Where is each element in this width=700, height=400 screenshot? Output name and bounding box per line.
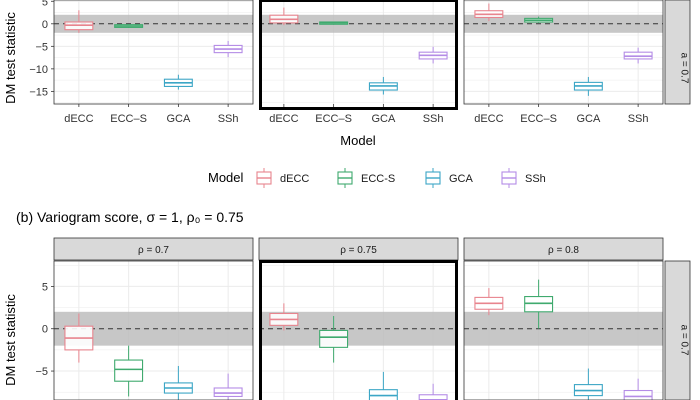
panel-strip (463, 237, 664, 261)
box (213, 387, 243, 398)
section-a-ylabel: DM test statistic (3, 12, 18, 104)
legend-title: Model (208, 170, 244, 185)
box (524, 296, 554, 313)
x-tick-label: GCA (166, 113, 191, 125)
panel-strip-label: ρ = 0.8 (548, 245, 579, 256)
row-strip-label: a = 0.7 (679, 325, 690, 356)
x-tick-label: dECC (64, 113, 93, 125)
boxplot-ECC-S (319, 316, 349, 363)
box (623, 389, 653, 400)
panel-strip (53, 237, 254, 261)
boxplot-dECC (474, 288, 504, 316)
x-tick-label: SSh (628, 113, 649, 125)
row-strip (664, 0, 691, 105)
y-tick-label: −5 (35, 366, 48, 378)
boxplot-SSh (623, 378, 653, 400)
x-tick-label: ECC–S (315, 113, 352, 125)
section-b-title: (b) Variogram score, σ = 1, ρ₀ = 0.75 (16, 209, 244, 225)
legend-label: GCA (449, 173, 474, 185)
panel-1: dECC ECC–S GCA SSh (53, 0, 254, 125)
section-b-chart: ρ = 0.7 ρ = 0.75 ρ = 0.8 5 0 −5 a = 0.7 (35, 237, 691, 400)
boxplot-ECC-S (114, 345, 144, 397)
legend-item-ECC-S: ECC-S (337, 168, 395, 188)
boxplot-GCA (163, 74, 193, 90)
x-tick-label: SSh (423, 113, 444, 125)
boxplot-GCA (163, 365, 193, 400)
boxplot-SSh (213, 373, 243, 400)
x-tick-label: GCA (371, 113, 396, 125)
boxplot-SSh (623, 47, 653, 64)
panel-2: dECC ECC–S GCA SSh (259, 0, 458, 125)
boxplot-SSh (418, 46, 448, 64)
x-tick-label: ECC–S (110, 113, 147, 125)
panel-strip-label: ρ = 0.7 (138, 245, 169, 256)
highlight-border (259, 260, 458, 400)
boxplot-dECC (64, 10, 94, 33)
legend-item-dECC: dECC (256, 168, 309, 188)
boxplot-GCA (368, 76, 398, 95)
legend: Model dECC ECC-S GCA SSh (208, 168, 546, 188)
boxplot-GCA (573, 368, 603, 400)
x-tick-label: GCA (576, 113, 601, 125)
legend-label: SSh (525, 173, 546, 185)
boxplot-GCA (368, 371, 398, 400)
boxplot-dECC (64, 313, 94, 363)
box (114, 359, 144, 382)
panel-border (463, 0, 664, 105)
y-tick-label: 5 (42, 0, 48, 8)
section-a-chart: dECC ECC–S GCA SSh dECC ECC–S GCA SSh dECC ECC–S G… (29, 0, 691, 125)
row-strip-label: a = 0.7 (679, 53, 690, 84)
highlight-border (259, 0, 458, 110)
section-a-xlabel: Model (340, 133, 376, 148)
x-tick-label: SSh (218, 113, 239, 125)
y-tick-label: −10 (29, 64, 48, 76)
panel-border (53, 0, 254, 105)
legend-item-GCA: GCA (425, 168, 474, 188)
panel-2: ρ = 0.75 (258, 237, 459, 400)
boxplot-dECC (474, 3, 504, 22)
panel-3: dECC ECC–S GCA SSh (463, 0, 664, 125)
boxplot-SSh (213, 40, 243, 58)
boxplot-dECC (269, 7, 299, 26)
legend-item-SSh: SSh (501, 168, 546, 188)
y-tick-label: −5 (35, 41, 48, 53)
box (319, 329, 349, 348)
boxplot-ECC-S (319, 21, 349, 25)
boxplot-ECC-S (114, 24, 144, 28)
boxplot-ECC-S (524, 279, 554, 329)
x-tick-label: dECC (474, 113, 503, 125)
panel-strip-label: ρ = 0.75 (340, 245, 377, 256)
section-b-ylabel: DM test statistic (3, 294, 18, 386)
y-tick-label: 0 (42, 324, 48, 336)
legend-label: ECC-S (361, 173, 395, 185)
x-tick-label: ECC–S (520, 113, 557, 125)
panel-border (463, 260, 664, 400)
panel-border (53, 260, 254, 400)
boxplot-GCA (573, 76, 603, 96)
x-tick-label: dECC (269, 113, 298, 125)
panel-3: ρ = 0.8 (463, 237, 664, 400)
y-tick-label: −15 (29, 86, 48, 98)
panel-1: ρ = 0.7 (53, 237, 254, 400)
row-strip (664, 260, 691, 400)
y-tick-label: 0 (42, 19, 48, 31)
boxplot-dECC (269, 303, 299, 331)
y-tick-label: 5 (42, 281, 48, 293)
legend-label: dECC (280, 173, 309, 185)
boxplot-ECC-S (524, 16, 554, 23)
